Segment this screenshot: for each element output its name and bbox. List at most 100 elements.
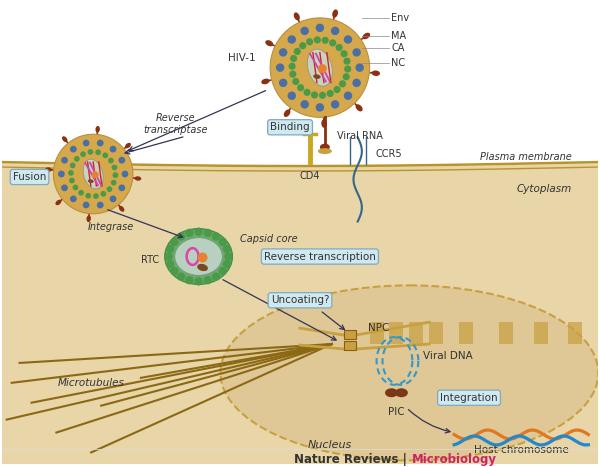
Circle shape [223, 260, 231, 269]
Ellipse shape [318, 148, 332, 154]
Circle shape [107, 186, 112, 192]
Circle shape [185, 229, 194, 237]
Circle shape [111, 180, 116, 185]
Circle shape [297, 84, 304, 91]
Ellipse shape [86, 215, 91, 222]
Circle shape [276, 64, 284, 72]
Circle shape [314, 36, 321, 43]
Circle shape [78, 190, 84, 196]
Circle shape [177, 232, 185, 241]
Text: Env: Env [391, 13, 410, 23]
Circle shape [170, 238, 179, 246]
Bar [568, 322, 583, 344]
Text: PIC: PIC [388, 407, 405, 417]
Circle shape [70, 163, 76, 168]
Circle shape [203, 229, 212, 237]
Circle shape [103, 152, 108, 158]
Ellipse shape [165, 229, 232, 284]
Circle shape [83, 140, 89, 146]
Circle shape [316, 103, 324, 112]
Circle shape [311, 92, 318, 99]
Circle shape [316, 24, 324, 32]
Text: Viral DNA: Viral DNA [423, 351, 473, 361]
Ellipse shape [88, 179, 94, 183]
Text: Integration: Integration [440, 393, 498, 403]
Circle shape [70, 146, 77, 153]
Ellipse shape [134, 176, 141, 181]
Circle shape [293, 48, 301, 55]
Ellipse shape [371, 71, 380, 76]
Circle shape [319, 92, 326, 99]
Text: Integrase: Integrase [88, 222, 134, 232]
Ellipse shape [320, 144, 330, 151]
Circle shape [110, 146, 116, 153]
Circle shape [118, 157, 125, 163]
Text: Reverse
transcriptase: Reverse transcriptase [143, 113, 208, 135]
Circle shape [88, 149, 93, 155]
Circle shape [331, 27, 340, 35]
Text: Cytoplasm: Cytoplasm [516, 184, 571, 194]
Circle shape [289, 71, 296, 78]
Text: NC: NC [391, 57, 406, 68]
Ellipse shape [83, 159, 103, 189]
Circle shape [92, 171, 99, 178]
Circle shape [164, 252, 173, 261]
Circle shape [83, 202, 89, 208]
Text: Nature Reviews |: Nature Reviews | [295, 453, 412, 466]
Circle shape [292, 78, 299, 85]
Text: Microbiology: Microbiology [412, 453, 497, 466]
Circle shape [177, 272, 185, 281]
Circle shape [304, 89, 311, 96]
Text: HIV-1: HIV-1 [227, 53, 255, 63]
Circle shape [339, 80, 346, 87]
Circle shape [343, 57, 350, 65]
Circle shape [329, 39, 336, 47]
Text: Capsid core: Capsid core [241, 234, 298, 244]
Circle shape [335, 44, 343, 51]
Circle shape [85, 193, 91, 198]
Text: Binding: Binding [270, 122, 310, 132]
Circle shape [344, 35, 352, 44]
Text: MA: MA [391, 31, 407, 41]
Text: NPC: NPC [368, 323, 389, 333]
Ellipse shape [125, 143, 131, 149]
Circle shape [218, 267, 227, 276]
Circle shape [287, 92, 296, 100]
Text: Host chromosome: Host chromosome [475, 446, 569, 455]
Circle shape [289, 63, 296, 70]
Circle shape [287, 35, 296, 44]
Circle shape [112, 164, 118, 170]
Circle shape [61, 184, 68, 191]
Ellipse shape [294, 13, 300, 21]
Circle shape [97, 202, 104, 208]
Circle shape [95, 149, 101, 155]
Ellipse shape [55, 200, 61, 205]
Circle shape [194, 227, 203, 236]
Ellipse shape [175, 238, 223, 276]
Circle shape [344, 92, 352, 100]
Ellipse shape [119, 206, 124, 212]
Circle shape [290, 55, 297, 62]
Text: CCR5: CCR5 [376, 149, 402, 159]
Circle shape [279, 48, 287, 57]
Bar [389, 322, 403, 344]
Ellipse shape [62, 136, 67, 142]
Text: Microtubules: Microtubules [58, 378, 125, 388]
Ellipse shape [261, 78, 269, 85]
Circle shape [197, 253, 208, 262]
Circle shape [224, 252, 233, 261]
Circle shape [301, 100, 309, 109]
Circle shape [80, 151, 86, 157]
Circle shape [318, 64, 327, 73]
Ellipse shape [322, 120, 327, 128]
Bar [459, 322, 473, 344]
Ellipse shape [265, 40, 273, 46]
Text: RTC: RTC [140, 255, 159, 264]
Circle shape [299, 42, 307, 49]
Circle shape [93, 193, 99, 199]
Circle shape [301, 27, 309, 35]
Circle shape [108, 158, 114, 163]
Text: Fusion: Fusion [13, 172, 46, 182]
Text: Uncoating?: Uncoating? [271, 295, 329, 305]
Circle shape [122, 170, 128, 177]
